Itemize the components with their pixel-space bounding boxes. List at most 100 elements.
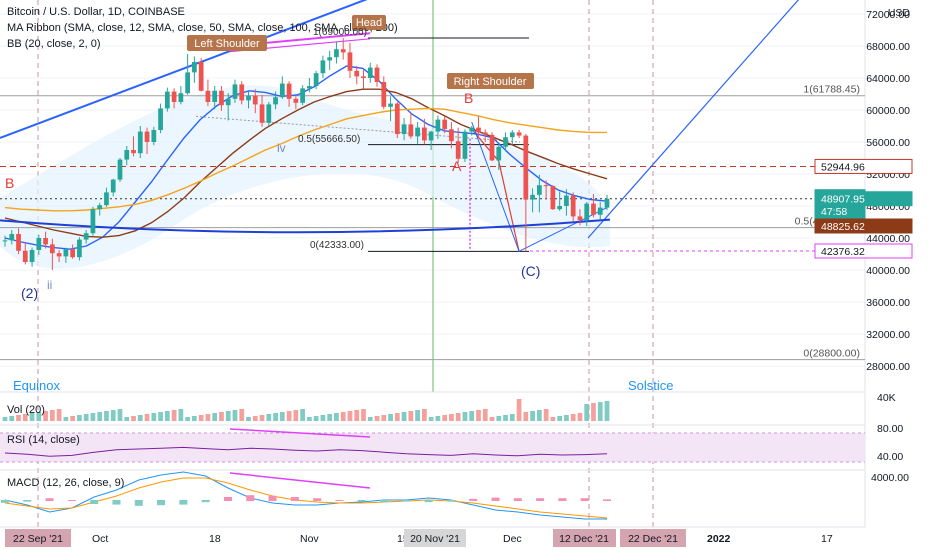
annotation-head[interactable]: Head bbox=[352, 15, 386, 30]
volume-bar bbox=[178, 409, 184, 421]
candle-body bbox=[361, 76, 366, 78]
candle-body bbox=[584, 203, 590, 221]
candle-body bbox=[144, 131, 150, 142]
volume-bar bbox=[219, 412, 224, 421]
candle-body bbox=[334, 49, 339, 58]
time-highlight-dec22[interactable]: 22 Dec '21 bbox=[620, 529, 686, 547]
price-tag-box bbox=[814, 218, 913, 234]
candle-body bbox=[185, 72, 190, 94]
volume-bar bbox=[198, 415, 204, 421]
price-tick-label: 72000.00 bbox=[866, 9, 910, 21]
volume-bar bbox=[476, 410, 481, 421]
upper-trendline bbox=[0, 0, 368, 139]
annotation-left-shoulder[interactable]: Left Shoulder bbox=[187, 35, 267, 51]
candle-body bbox=[516, 132, 522, 136]
candle-body bbox=[178, 93, 184, 102]
wave-c-label: (C) bbox=[521, 263, 540, 279]
macd-histogram-bar bbox=[491, 497, 500, 501]
candle-body bbox=[455, 141, 461, 159]
ma-ribbon-legend[interactable]: MA Ribbon (SMA, close, 12, SMA, close, 5… bbox=[7, 22, 398, 34]
candle-body bbox=[97, 205, 103, 210]
rsi-axis-80: 80.00 bbox=[877, 423, 903, 435]
candle-body bbox=[347, 52, 353, 71]
volume-bar bbox=[36, 412, 42, 421]
macd-histogram-bar bbox=[201, 500, 210, 503]
solstice-label: Solstice bbox=[628, 378, 674, 393]
time-highlight-dec22-label: 22 Dec '21 bbox=[628, 533, 678, 545]
bb-legend[interactable]: BB (20, close, 2, 0) bbox=[7, 38, 101, 50]
candle-body bbox=[320, 60, 326, 74]
chart-title: Bitcoin / U.S. Dollar, 1D, COINBASE bbox=[7, 6, 185, 18]
candle-body bbox=[557, 206, 563, 210]
candle-body bbox=[205, 90, 211, 102]
macd-histogram-bar bbox=[23, 500, 32, 502]
candle-body bbox=[29, 250, 35, 262]
volume-bar bbox=[117, 409, 123, 421]
candle-body bbox=[16, 234, 21, 251]
volume-bar bbox=[334, 413, 339, 421]
candle-body bbox=[591, 203, 596, 215]
time-highlight-sep22[interactable]: 22 Sep '21 bbox=[5, 529, 71, 547]
volume-legend[interactable]: Vol (20) bbox=[7, 404, 45, 416]
price-tick-label: 40000.00 bbox=[866, 265, 910, 277]
volume-bar bbox=[192, 416, 197, 421]
time-highlight-nov20[interactable]: 20 Nov '21 bbox=[404, 529, 466, 547]
candle-body bbox=[198, 62, 204, 91]
macd-histogram-bar bbox=[223, 497, 232, 501]
volume-bar bbox=[543, 409, 549, 421]
candle-body bbox=[192, 62, 197, 73]
volume-bar bbox=[422, 409, 427, 421]
candle-body bbox=[43, 238, 48, 245]
candle-body bbox=[22, 250, 28, 262]
candle-body bbox=[293, 98, 299, 103]
price-tick-label: 68000.00 bbox=[866, 41, 910, 53]
rsi-legend[interactable]: RSI (14, close) bbox=[7, 434, 80, 446]
currency-label: USD bbox=[888, 7, 911, 19]
candle-body bbox=[394, 103, 400, 134]
volume-bar bbox=[104, 411, 109, 421]
volume-bar bbox=[212, 413, 218, 421]
time-highlight-dec12-label: 12 Dec '21 bbox=[559, 533, 609, 545]
candle-body bbox=[70, 249, 76, 258]
macd-legend[interactable]: MACD (12, 26, close, 9) bbox=[7, 477, 124, 489]
macd-divergence bbox=[229, 472, 371, 489]
volume-bar bbox=[597, 402, 603, 421]
time-tick-15: 15 bbox=[397, 533, 409, 545]
volume-bar bbox=[9, 416, 15, 421]
volume-bar bbox=[469, 411, 475, 421]
macd-histogram-bar bbox=[580, 498, 589, 501]
bollinger-cloud bbox=[0, 85, 610, 269]
time-highlight-dec12[interactable]: 12 Dec '21 bbox=[553, 529, 616, 547]
price-tag-box bbox=[814, 203, 866, 219]
volume-bar bbox=[164, 411, 170, 421]
candle-body bbox=[530, 194, 535, 200]
candle-body bbox=[246, 95, 251, 101]
candle-body bbox=[442, 119, 448, 130]
volume-bar bbox=[354, 410, 360, 421]
volume-bar bbox=[516, 399, 522, 421]
candle-body bbox=[124, 150, 130, 160]
volume-bar bbox=[489, 417, 495, 421]
price-tick-label: 64000.00 bbox=[866, 73, 910, 85]
macd-histogram-bar bbox=[335, 500, 344, 501]
price-axis[interactable]: 72000.00 68000.00 64000.00 60000.00 56000.00… bbox=[866, 9, 910, 373]
volume-bar bbox=[435, 416, 441, 421]
candle-body bbox=[340, 49, 346, 53]
volume-bar bbox=[56, 409, 62, 421]
candle-body bbox=[564, 195, 569, 206]
candle-body bbox=[415, 127, 420, 137]
volume-bar bbox=[151, 413, 157, 421]
price-tag-label: 52944.96 bbox=[821, 161, 865, 173]
candle-body bbox=[604, 198, 610, 208]
volume-bar bbox=[225, 411, 231, 421]
macd-histogram-bar bbox=[112, 500, 121, 505]
candle-body bbox=[449, 129, 454, 142]
candle-body bbox=[367, 67, 373, 78]
wave-b-left-label: B bbox=[5, 175, 14, 191]
macd-histogram-bar bbox=[558, 498, 567, 501]
annotation-right-shoulder[interactable]: Right Shoulder bbox=[447, 73, 534, 89]
candle-body bbox=[300, 88, 305, 103]
macd-histogram-bar bbox=[536, 498, 545, 501]
volume-bar bbox=[70, 416, 76, 421]
